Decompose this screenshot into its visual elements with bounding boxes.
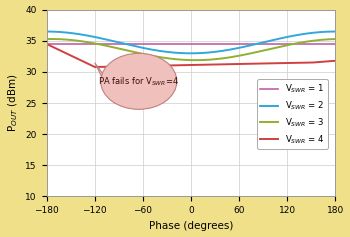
V$_{SWR}$ = 3 <box>243 53 247 56</box>
V$_{SWR}$ = 2 <box>275 38 279 41</box>
V$_{SWR}$ = 1 <box>243 43 247 46</box>
Polygon shape <box>95 63 124 103</box>
V$_{SWR}$ = 2 <box>333 30 337 33</box>
V$_{SWR}$ = 1 <box>44 43 49 46</box>
V$_{SWR}$ = 3 <box>49 38 53 41</box>
Ellipse shape <box>101 53 177 109</box>
V$_{SWR}$ = 1 <box>333 43 337 46</box>
V$_{SWR}$ = 4 <box>275 62 279 65</box>
V$_{SWR}$ = 2 <box>161 50 166 53</box>
V$_{SWR}$ = 1 <box>161 43 166 46</box>
V$_{SWR}$ = 2 <box>44 30 49 33</box>
V$_{SWR}$ = 2 <box>74 32 78 35</box>
V$_{SWR}$ = 3 <box>74 39 78 42</box>
Legend: V$_{SWR}$ = 1, V$_{SWR}$ = 2, V$_{SWR}$ = 3, V$_{SWR}$ = 4: V$_{SWR}$ = 1, V$_{SWR}$ = 2, V$_{SWR}$ … <box>257 79 328 149</box>
V$_{SWR}$ = 4 <box>243 62 247 65</box>
V$_{SWR}$ = 4 <box>74 57 78 59</box>
V$_{SWR}$ = 3 <box>172 58 176 60</box>
Line: V$_{SWR}$ = 3: V$_{SWR}$ = 3 <box>47 39 335 60</box>
V$_{SWR}$ = 1 <box>275 43 279 46</box>
Line: V$_{SWR}$ = 4: V$_{SWR}$ = 4 <box>47 44 335 67</box>
V$_{SWR}$ = 4 <box>93 66 97 68</box>
V$_{SWR}$ = 3 <box>161 56 166 59</box>
Line: V$_{SWR}$ = 2: V$_{SWR}$ = 2 <box>47 32 335 53</box>
V$_{SWR}$ = 2 <box>243 45 247 48</box>
V$_{SWR}$ = 2 <box>270 39 274 42</box>
V$_{SWR}$ = 3 <box>44 38 49 41</box>
V$_{SWR}$ = 3 <box>193 59 197 62</box>
V$_{SWR}$ = 4 <box>44 43 49 46</box>
X-axis label: Phase (degrees): Phase (degrees) <box>149 221 233 231</box>
Text: PA fails for V$_{SWR}$=4: PA fails for V$_{SWR}$=4 <box>98 75 179 88</box>
V$_{SWR}$ = 4 <box>172 64 176 67</box>
V$_{SWR}$ = 1 <box>270 43 274 46</box>
V$_{SWR}$ = 4 <box>270 62 274 65</box>
V$_{SWR}$ = 3 <box>270 47 274 50</box>
V$_{SWR}$ = 3 <box>333 38 337 41</box>
V$_{SWR}$ = 1 <box>172 43 176 46</box>
V$_{SWR}$ = 1 <box>74 43 78 46</box>
V$_{SWR}$ = 2 <box>172 51 176 54</box>
V$_{SWR}$ = 4 <box>161 64 166 67</box>
V$_{SWR}$ = 3 <box>275 46 279 49</box>
V$_{SWR}$ = 2 <box>189 52 193 55</box>
Y-axis label: P$_{OUT}$ (dBm): P$_{OUT}$ (dBm) <box>6 74 20 132</box>
V$_{SWR}$ = 4 <box>333 59 337 62</box>
